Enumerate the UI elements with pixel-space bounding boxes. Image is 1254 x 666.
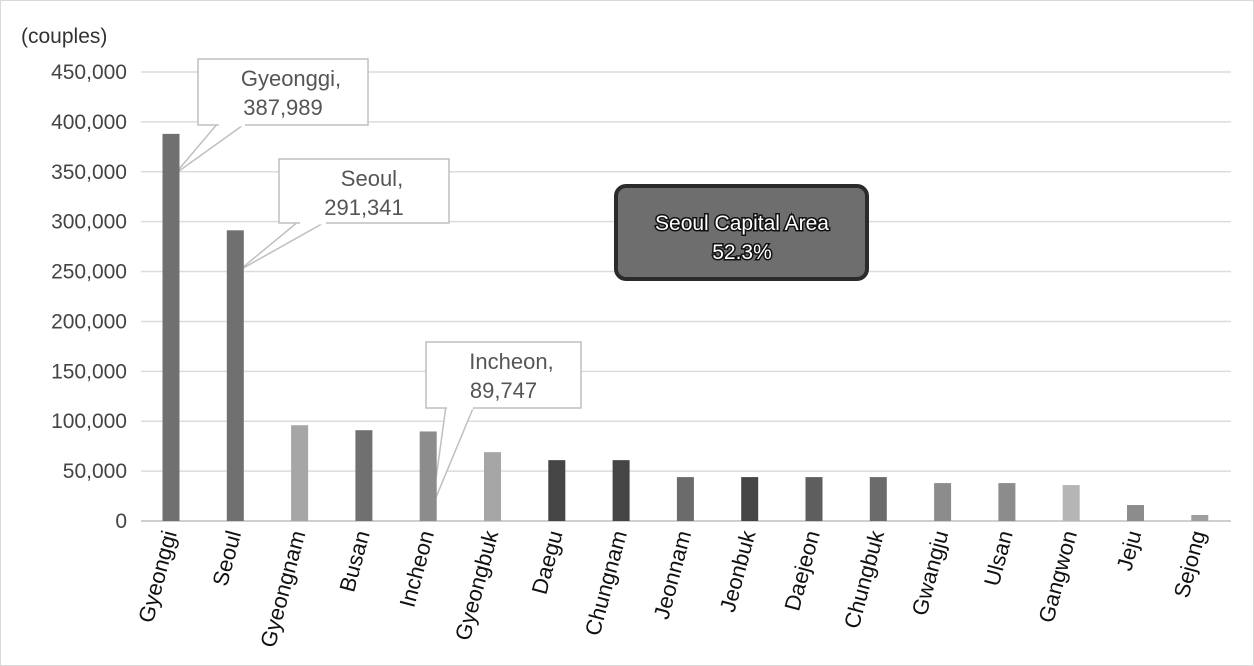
- x-tick-label: Chungbuk: [839, 527, 889, 631]
- bar-gyeongbuk: [484, 452, 501, 521]
- x-tick-label: Jeju: [1112, 528, 1147, 573]
- x-tick-label: Gangwon: [1034, 528, 1083, 625]
- callout-pointer: [175, 123, 246, 174]
- y-tick-label: 150,000: [51, 360, 127, 383]
- x-tick-label: Busan: [334, 528, 374, 595]
- callout-label: Incheon,: [469, 349, 553, 374]
- bar-gyeongnam: [291, 425, 308, 521]
- y-tick-label: 350,000: [51, 161, 127, 184]
- callout-pointer: [239, 221, 327, 270]
- callout-value: 89,747: [470, 378, 537, 403]
- bar-seoul: [227, 230, 244, 521]
- x-tick-label: Gwangju: [907, 528, 954, 618]
- y-axis-unit-label: (couples): [21, 25, 107, 48]
- x-tick-label: Sejong: [1169, 528, 1211, 601]
- bar-chungbuk: [870, 477, 887, 521]
- x-tick-label: Jeonbuk: [715, 527, 761, 615]
- x-tick-label: Seoul: [207, 528, 246, 589]
- seoul-capital-area-box: Seoul Capital Area 52.3%: [616, 186, 867, 279]
- bar-gangwon: [1063, 485, 1080, 521]
- bar-busan: [355, 430, 372, 521]
- y-axis-ticks: 0 50,000 100,000 150,000 200,000 250,000 300,0…: [51, 61, 127, 533]
- y-tick-label: 100,000: [51, 410, 127, 433]
- bar-ulsan: [998, 483, 1015, 521]
- callout-label: Gyeonggi,: [241, 66, 341, 91]
- callout-value: 387,989: [243, 95, 323, 120]
- y-tick-label: 400,000: [51, 111, 127, 134]
- callout-seoul: Seoul, 291,341: [239, 159, 449, 270]
- bar-gyeonggi: [163, 134, 180, 521]
- bar-gwangju: [934, 483, 951, 521]
- bar-daegu: [548, 460, 565, 521]
- y-tick-label: 50,000: [63, 460, 127, 483]
- bar-jeju: [1127, 505, 1144, 521]
- bar-chungnam: [613, 460, 630, 521]
- x-tick-label: Incheon: [395, 528, 439, 610]
- summary-box-title: Seoul Capital Area: [655, 212, 829, 235]
- x-axis-labels: Gyeonggi Seoul Gyeongnam Busan Incheon Gyeong…: [133, 527, 1210, 650]
- callout-value: 291,341: [324, 195, 404, 220]
- x-tick-label: Ulsan: [979, 528, 1018, 589]
- x-tick-label: Daegu: [527, 528, 568, 597]
- callout-gyeonggi: Gyeonggi, 387,989: [175, 59, 368, 174]
- bar-daejeon: [806, 477, 823, 521]
- bar-jeonbuk: [741, 477, 758, 521]
- bar-incheon: [420, 431, 437, 521]
- x-tick-label: Gyeongnam: [255, 528, 310, 650]
- x-tick-label: Daejeon: [779, 528, 824, 614]
- bar-jeonnam: [677, 477, 694, 521]
- y-tick-label: 450,000: [51, 61, 127, 84]
- x-tick-label: Jeonnam: [649, 528, 697, 622]
- bar-sejong: [1191, 515, 1208, 521]
- y-tick-label: 0: [115, 510, 127, 533]
- x-tick-label: Chungnam: [580, 528, 632, 638]
- summary-box-value: 52.3%: [712, 241, 772, 264]
- y-tick-label: 300,000: [51, 211, 127, 234]
- callout-label: Seoul,: [341, 166, 403, 191]
- x-tick-label: Gyeongbuk: [450, 527, 504, 643]
- y-tick-label: 250,000: [51, 261, 127, 284]
- y-tick-label: 200,000: [51, 310, 127, 333]
- x-tick-label: Gyeonggi: [133, 528, 182, 625]
